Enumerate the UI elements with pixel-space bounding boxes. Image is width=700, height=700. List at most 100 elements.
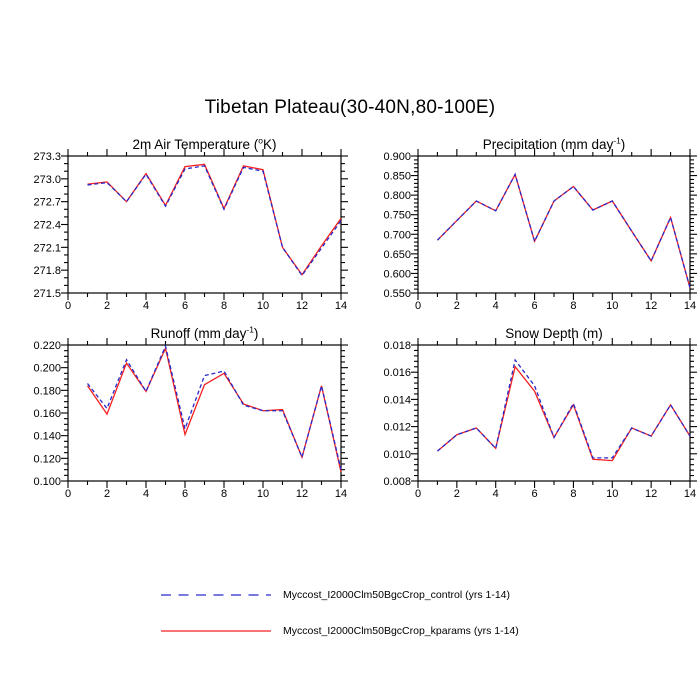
tick-labels-snow-depth: 0 2 4 6 8 10 12 14 0.008 0.010 0.012 0.014 0.016 0.01… (383, 340, 696, 500)
svg-text:0.010: 0.010 (383, 449, 411, 461)
svg-text:0.750: 0.750 (383, 210, 411, 222)
svg-text:0.650: 0.650 (383, 249, 411, 261)
panel-title-precipitation: Precipitation (mm day-1) (418, 135, 690, 152)
svg-text:8: 8 (221, 300, 227, 312)
svg-text:271.5: 271.5 (33, 288, 61, 300)
svg-text:6: 6 (182, 488, 188, 500)
tick-labels-runoff: 0 2 4 6 8 10 12 14 0.100 0.120 0.140 0.160 0.180 0.20… (33, 340, 347, 500)
svg-text:8: 8 (221, 488, 227, 500)
svg-text:12: 12 (296, 488, 308, 500)
svg-text:0: 0 (415, 488, 421, 500)
svg-text:10: 10 (606, 300, 618, 312)
panel-title-superscript: -1 (613, 135, 621, 146)
svg-text:0: 0 (65, 300, 71, 312)
svg-text:12: 12 (645, 300, 657, 312)
svg-text:272.7: 272.7 (33, 197, 61, 209)
svg-text:0.160: 0.160 (33, 408, 61, 420)
ticks-runoff (61, 338, 348, 488)
svg-text:8: 8 (570, 488, 576, 500)
panel-air-temperature: 0 2 4 6 8 10 12 14 271.5 271.8 272.1 272.4 272.7 273.… (33, 149, 348, 312)
svg-text:0: 0 (65, 488, 71, 500)
panel-title-text: Runoff (mm day (150, 326, 247, 341)
svg-text:10: 10 (257, 488, 269, 500)
tick-labels-precipitation: 0 2 4 6 8 10 12 14 0.550 0.600 0.650 0.700 0.750 0.80… (383, 151, 696, 312)
series-control-precipitation (436, 172, 691, 289)
svg-text:271.8: 271.8 (33, 265, 61, 277)
tick-labels-air-temperature: 0 2 4 6 8 10 12 14 271.5 271.8 272.1 272.4 272.7 273.… (33, 151, 347, 312)
svg-text:0.014: 0.014 (383, 394, 411, 406)
svg-text:4: 4 (143, 488, 149, 500)
ticks-precipitation (411, 149, 697, 300)
svg-text:10: 10 (257, 300, 269, 312)
series-kparams-air-temperature (87, 163, 342, 276)
series-kparams-precipitation (436, 172, 691, 289)
svg-text:0.600: 0.600 (383, 268, 411, 280)
svg-text:0.012: 0.012 (383, 422, 411, 434)
svg-text:14: 14 (335, 300, 347, 312)
svg-text:2: 2 (454, 488, 460, 500)
svg-text:273.3: 273.3 (33, 151, 61, 163)
svg-text:0.016: 0.016 (383, 367, 411, 379)
panel-title-text: Snow Depth (m) (505, 326, 603, 341)
svg-text:12: 12 (645, 488, 657, 500)
svg-text:0.850: 0.850 (383, 171, 411, 183)
svg-text:0.550: 0.550 (383, 288, 411, 300)
svg-text:272.4: 272.4 (33, 220, 61, 232)
plot-frame-precipitation (417, 155, 691, 294)
ticks-air-temperature (61, 149, 348, 300)
svg-text:0.220: 0.220 (33, 340, 61, 352)
svg-text:14: 14 (684, 300, 696, 312)
svg-text:4: 4 (493, 300, 499, 312)
svg-text:4: 4 (493, 488, 499, 500)
svg-text:2: 2 (104, 300, 110, 312)
panel-title-snow-depth: Snow Depth (m) (418, 326, 690, 341)
svg-text:6: 6 (532, 488, 538, 500)
svg-text:0.120: 0.120 (33, 453, 61, 465)
svg-text:0.140: 0.140 (33, 431, 61, 443)
plot-frame-snow-depth (417, 344, 691, 482)
svg-text:12: 12 (296, 300, 308, 312)
svg-text:6: 6 (182, 300, 188, 312)
svg-text:2: 2 (104, 488, 110, 500)
plot-frame-runoff (67, 344, 342, 482)
svg-text:0.018: 0.018 (383, 340, 411, 352)
panel-title-text: ) (620, 137, 626, 152)
svg-text:0.900: 0.900 (383, 151, 411, 163)
svg-text:0.800: 0.800 (383, 190, 411, 202)
svg-text:273.0: 273.0 (33, 174, 61, 186)
svg-text:14: 14 (684, 488, 696, 500)
svg-text:6: 6 (532, 300, 538, 312)
svg-text:14: 14 (335, 488, 347, 500)
series-control-air-temperature (87, 165, 342, 277)
svg-text:4: 4 (143, 300, 149, 312)
panel-precipitation: 0 2 4 6 8 10 12 14 0.550 0.600 0.650 0.700 0.750 0.80… (383, 149, 697, 312)
panel-title-text: K) (263, 137, 277, 152)
panel-snow-depth: 0 2 4 6 8 10 12 14 0.008 0.010 0.012 0.014 0.016 0.01… (383, 338, 697, 500)
svg-text:2: 2 (454, 300, 460, 312)
svg-text:0: 0 (415, 300, 421, 312)
panel-title-text: 2m Air Temperature ( (132, 137, 259, 152)
panel-title-text: ) (253, 326, 259, 341)
series-kparams-snow-depth (437, 365, 691, 462)
series-control-snow-depth (437, 358, 691, 459)
svg-text:272.1: 272.1 (33, 242, 61, 254)
panel-title-superscript: o (258, 135, 264, 146)
svg-text:0.700: 0.700 (383, 229, 411, 241)
series-control-runoff (86, 344, 342, 470)
series-kparams-runoff (86, 346, 342, 473)
figure-title: Tibetan Plateau(30-40N,80-100E) (204, 97, 496, 118)
panel-title-runoff: Runoff (mm day-1) (68, 324, 341, 341)
svg-text:0.200: 0.200 (33, 363, 61, 375)
panel-title-air-temperature: 2m Air Temperature (oK) (68, 135, 341, 152)
svg-text:10: 10 (606, 488, 618, 500)
panel-runoff: 0 2 4 6 8 10 12 14 0.100 0.120 0.140 0.160 0.180 0.20… (33, 338, 348, 500)
svg-text:0.100: 0.100 (33, 476, 61, 488)
svg-text:0.180: 0.180 (33, 385, 61, 397)
svg-text:0.008: 0.008 (383, 476, 411, 488)
ticks-snow-depth (411, 338, 697, 488)
panel-title-superscript: -1 (246, 324, 254, 335)
panel-title-text: Precipitation (mm day (482, 137, 614, 152)
svg-text:8: 8 (570, 300, 576, 312)
